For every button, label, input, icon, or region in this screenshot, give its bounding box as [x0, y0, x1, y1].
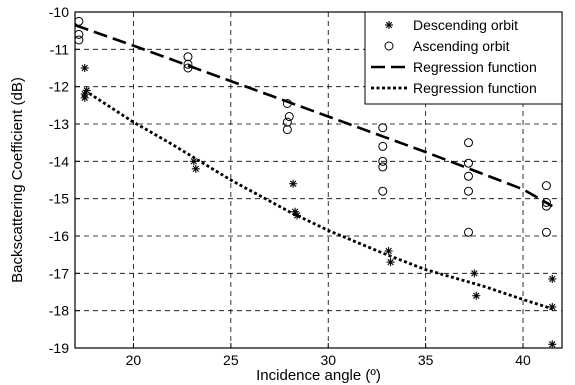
descending-orbit-point [386, 258, 395, 267]
legend: Descending orbit Ascending orbit Regressio… [364, 11, 563, 105]
ascending-orbit-point [378, 141, 388, 151]
ascending-orbit-point [541, 181, 551, 191]
descending-orbit-point [548, 302, 557, 311]
x-tick-label: 20 [126, 352, 142, 368]
descending-orbit-point [470, 269, 479, 278]
y-tick-label: -14 [49, 153, 69, 169]
ascending-orbit-point [378, 156, 388, 166]
descending-orbit-point [384, 246, 393, 255]
y-tick-label: -18 [49, 303, 69, 319]
descending-orbit-point [80, 93, 89, 102]
legend-label: Regression function [413, 80, 537, 96]
x-tick-label: 35 [418, 352, 434, 368]
plot-area [74, 16, 557, 349]
ascending-orbit-point [74, 35, 84, 45]
y-tick-label: -11 [50, 41, 69, 57]
x-tick-label: 25 [223, 352, 239, 368]
descending-orbit-point [191, 164, 200, 173]
ascending-orbit-point [541, 197, 551, 207]
legend-label: Ascending orbit [413, 38, 510, 54]
ascending-orbit-point [463, 227, 473, 237]
ascending-orbit-point [282, 117, 292, 127]
y-tick-label: -19 [49, 340, 69, 356]
legend-item: Regression function [371, 59, 537, 75]
ascending-orbit-point [541, 227, 551, 237]
x-tick-label: 40 [515, 352, 531, 368]
ascending-orbit-point [183, 59, 193, 69]
y-tick-label: -16 [49, 228, 69, 244]
y-tick-label: -12 [49, 79, 69, 95]
descending-orbit-point [548, 274, 557, 283]
y-tick-label: -15 [49, 191, 69, 207]
ascending-orbit-point [463, 158, 473, 168]
y-tick-label: -10 [49, 4, 69, 20]
descending-orbit-point [80, 64, 89, 72]
legend-item: Ascending orbit [384, 38, 510, 54]
legend-box [364, 11, 563, 105]
regression-line-dotted [83, 89, 553, 311]
descending-orbit-point [548, 340, 557, 349]
x-axis-label: Incidence angle (º) [256, 367, 381, 384]
legend-items: Descending orbit Ascending orbit Regressio… [371, 17, 537, 96]
plot-frame [74, 11, 563, 349]
legend-item: Descending orbit [385, 17, 518, 33]
legend-item: Regression function [371, 80, 537, 96]
y-axis-label: Backscattering Coefficient (dB) [9, 77, 26, 283]
legend-label: Descending orbit [413, 17, 518, 33]
regression-line-dashed [74, 23, 553, 208]
ascending-orbit-point [284, 112, 294, 122]
x-tick-label: 30 [320, 352, 336, 368]
descending-orbit-point [472, 291, 481, 300]
legend-swatch-circle [384, 41, 394, 51]
ascending-orbit-point [282, 125, 292, 135]
ascending-orbit-point [378, 123, 388, 133]
ascending-orbit-point [183, 52, 193, 62]
ascending-orbit-point [463, 186, 473, 196]
descending-orbit-point [289, 179, 298, 188]
ascending-orbit-point [378, 162, 388, 172]
ascending-orbit-point [463, 171, 473, 181]
ascending-orbit-point [378, 186, 388, 196]
tick-labels: 20 25 30 35 40 -10 -11 -12 -13 -14 -15 -16 -17 -18 -19 [49, 4, 531, 368]
ascending-orbit-point [463, 138, 473, 148]
legend-swatch-asterisk [385, 21, 393, 29]
y-tick-label: -13 [49, 116, 69, 132]
y-tick-label: -17 [49, 265, 69, 281]
legend-label: Regression function [413, 59, 537, 75]
